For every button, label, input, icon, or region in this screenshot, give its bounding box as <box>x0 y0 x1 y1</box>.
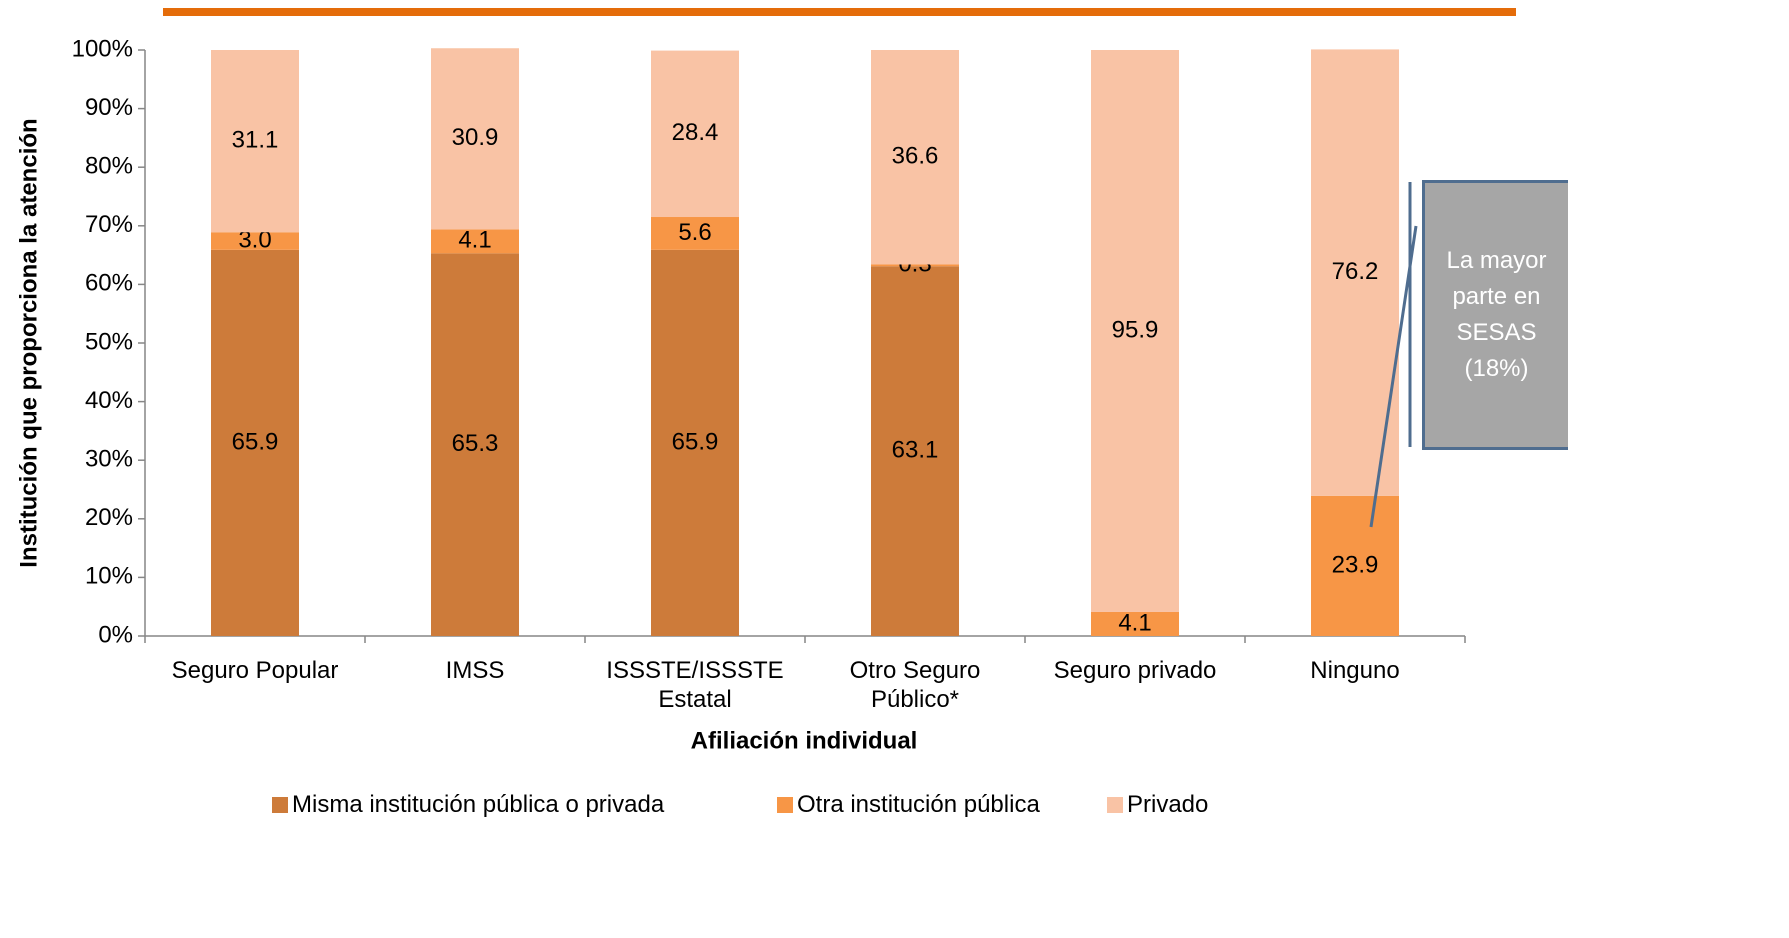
x-tick-label: Otro Seguro Público* <box>849 657 981 713</box>
y-tick-label: 20% <box>85 504 133 531</box>
bar-segment <box>651 217 739 250</box>
legend-item: Misma institución pública o privada <box>272 790 664 820</box>
legend-label: Privado <box>1127 791 1209 818</box>
x-tick-label: IMSS <box>445 657 505 684</box>
bar-segment <box>431 229 519 254</box>
y-tick-label: 50% <box>85 328 133 355</box>
data-label: 5.6 <box>678 219 711 246</box>
data-label: 4.1 <box>1118 609 1151 636</box>
x-tick-label: Seguro privado <box>1053 657 1217 684</box>
x-tick-label: ISSSTE/ISSSTE Estatal <box>606 657 784 713</box>
legend-swatch <box>1107 797 1123 813</box>
bar-segment <box>871 266 959 636</box>
y-tick-label: 100% <box>72 35 133 62</box>
bar-segment <box>1091 611 1179 636</box>
data-label: 65.9 <box>672 428 719 455</box>
legend-item: Privado <box>1107 790 1208 820</box>
data-label: 28.4 <box>672 119 719 146</box>
bar-segment <box>651 50 739 218</box>
legend-item: Otra institución pública <box>777 790 1040 820</box>
y-tick-label: 90% <box>85 94 133 121</box>
x-axis-title: Afiliación individual <box>691 727 918 754</box>
data-label: 4.1 <box>458 227 491 254</box>
bar-segment <box>211 50 299 233</box>
y-tick-label: 80% <box>85 153 133 180</box>
data-label: 31.1 <box>232 126 279 153</box>
data-label: 95.9 <box>1112 316 1159 343</box>
data-label: 30.9 <box>452 124 499 151</box>
bar-segment <box>871 50 959 265</box>
bar-segment <box>211 232 299 250</box>
bar-segment <box>1091 50 1179 612</box>
legend-swatch <box>777 797 793 813</box>
legend-label: Misma institución pública o privada <box>292 791 665 818</box>
data-label: 23.9 <box>1332 551 1379 578</box>
data-label: 65.3 <box>452 430 499 457</box>
y-tick-label: 0% <box>98 621 133 648</box>
y-tick-label: 30% <box>85 446 133 473</box>
bar-segment <box>211 249 299 637</box>
data-label: 65.9 <box>232 428 279 455</box>
data-label: 76.2 <box>1332 258 1379 285</box>
legend-label: Otra institución pública <box>797 791 1040 818</box>
bar-segment <box>651 249 739 637</box>
x-tick-label: Ninguno <box>1310 657 1400 684</box>
bar-segment <box>431 253 519 637</box>
y-tick-label: 40% <box>85 387 133 414</box>
bar-segment <box>1311 49 1399 496</box>
x-tick-label: Seguro Popular <box>171 657 339 684</box>
annotation: La mayor parte en SESAS (18%) <box>1422 180 1568 450</box>
bar-segment <box>871 264 959 267</box>
y-tick-label: 60% <box>85 270 133 297</box>
y-tick-label: 70% <box>85 211 133 238</box>
bar-segment <box>1311 495 1399 636</box>
bar-segment <box>431 48 519 230</box>
y-tick-label: 10% <box>85 563 133 590</box>
data-label: 63.1 <box>892 436 939 463</box>
legend-swatch <box>272 797 288 813</box>
y-axis-title: Institución que proporciona la atención <box>15 118 42 567</box>
data-label: 36.6 <box>892 143 939 170</box>
callout-pointer <box>1369 225 1418 528</box>
